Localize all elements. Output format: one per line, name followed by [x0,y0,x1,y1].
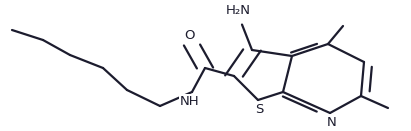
Text: S: S [255,103,263,116]
Text: H₂N: H₂N [225,4,250,17]
Text: O: O [185,29,195,42]
Text: NH: NH [180,95,200,108]
Text: N: N [326,116,336,129]
